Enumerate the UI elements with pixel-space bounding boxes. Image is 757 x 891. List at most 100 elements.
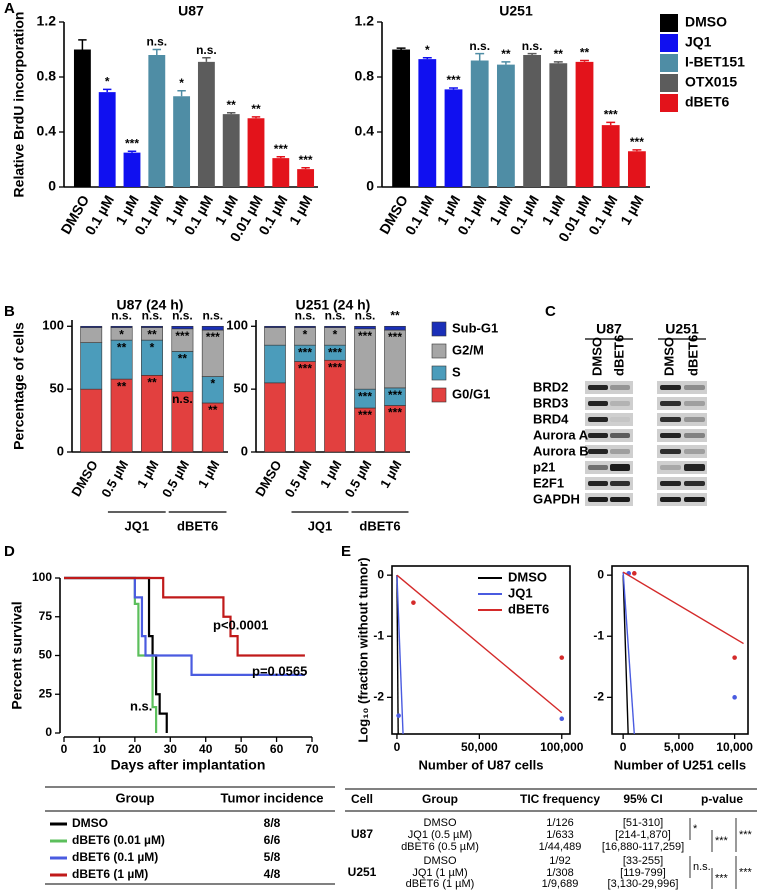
fit-line [622,572,635,735]
x-tick-label: 1 µM [134,458,162,491]
band [610,449,630,454]
chart-title: U87 (24 h) [117,297,184,313]
cell-line-label: U251 [665,321,699,337]
y-tick-label: 100 [32,570,52,584]
y-axis-label: Relative BrdU incorporation [11,12,27,198]
blot-background [585,493,633,506]
y-tick-label: 1.2 [355,13,375,29]
bar-segment [324,325,346,328]
x-tick-label: 50 [234,742,248,756]
band [610,417,630,422]
band [660,497,681,502]
significance-label: ** [501,47,511,61]
significance-label: *** [299,153,313,167]
legend-label: G2/M [452,342,484,357]
group-label: JQ1 [125,518,150,533]
significance-label: ** [554,47,564,61]
table-cell: [119-799] [620,867,666,879]
x-tick-label: 0 [394,740,401,754]
x-tick-label: 0 [620,740,627,754]
legend-swatch [660,14,678,32]
table-cell: 8/8 [264,816,281,830]
significance-label: * [303,328,308,342]
x-tick-label: 10 [93,742,107,756]
blot-row [585,429,707,442]
blot-background [585,477,633,490]
p-value-label: * [693,823,698,835]
significance-label: * [150,340,155,354]
y-tick-label: -2 [373,690,384,704]
significance-label: *** [125,136,139,150]
bar [392,49,411,187]
x-axis-label: Number of U251 cells [614,757,746,772]
fit-line [622,571,744,645]
x-tick-label: 1 µM [195,458,223,491]
band [684,449,705,454]
y-tick-label: 0 [241,443,248,458]
significance-label: *** [328,345,342,359]
significance-label: ** [251,102,261,116]
legend-label: OTX015 [685,74,737,90]
bar-segment [110,325,133,328]
band [684,385,705,390]
plot-frame [391,565,571,735]
significance-label: *** [446,73,460,87]
bar-segment [354,325,376,330]
table-header: TIC frequency [520,792,600,806]
significance-label: n.s. [522,39,543,53]
blot-background [657,477,707,490]
significance-label: n.s. [172,308,193,322]
band [588,497,608,502]
x-tick-label: 70 [305,742,319,756]
significance-label: n.s. [172,392,193,406]
band [684,433,705,438]
bar [601,125,620,187]
y-tick-label: 100 [42,318,64,333]
y-tick-label: 0 [366,178,374,194]
table-cell: [214-1,870] [615,829,671,841]
x-tick-label: 0.5 µM [342,458,375,500]
legend-swatch [431,321,447,337]
data-point [732,655,737,660]
blot-background [585,413,633,426]
significance-label: *** [298,345,312,359]
blot-background [585,397,633,410]
data-point [559,716,565,722]
significance-label: *** [175,329,189,343]
significance-label: * [105,75,110,89]
legend-swatch [660,94,678,112]
x-tick-label: 0.5 µM [159,458,192,500]
group-label: JQ1 [308,518,333,533]
band [588,465,608,470]
bar [173,96,191,187]
significance-label: ** [580,46,590,60]
x-tick-label: 10,000 [716,740,753,754]
x-tick-label: 40 [199,742,213,756]
table-cell: [33-255] [623,855,663,867]
x-tick-label: 50,000 [461,740,498,754]
significance-label: *** [274,142,288,156]
x-tick-label: 1 µM [317,458,345,491]
table-cell: U251 [348,865,377,879]
band [610,401,630,406]
band [660,481,681,486]
band [684,497,705,502]
significance-label: * [210,377,215,391]
x-tick-label: DMSO [68,458,100,499]
table-cell: DMSO [424,817,457,829]
y-tick-label: 1.2 [37,13,57,29]
significance-label: n.s. [469,39,490,53]
bar [272,158,290,187]
y-tick-label: 25 [39,686,53,700]
panel-label: B [4,303,15,320]
significance-label: n.s. [111,308,132,322]
band [684,464,705,471]
significance-label: *** [604,108,618,122]
p-value-label: p<0.0001 [213,617,268,632]
data-point [411,600,416,605]
chart-title: U87 [178,3,204,19]
protein-label: E2F1 [533,475,564,490]
band [588,481,608,486]
significance-label: *** [358,329,372,343]
